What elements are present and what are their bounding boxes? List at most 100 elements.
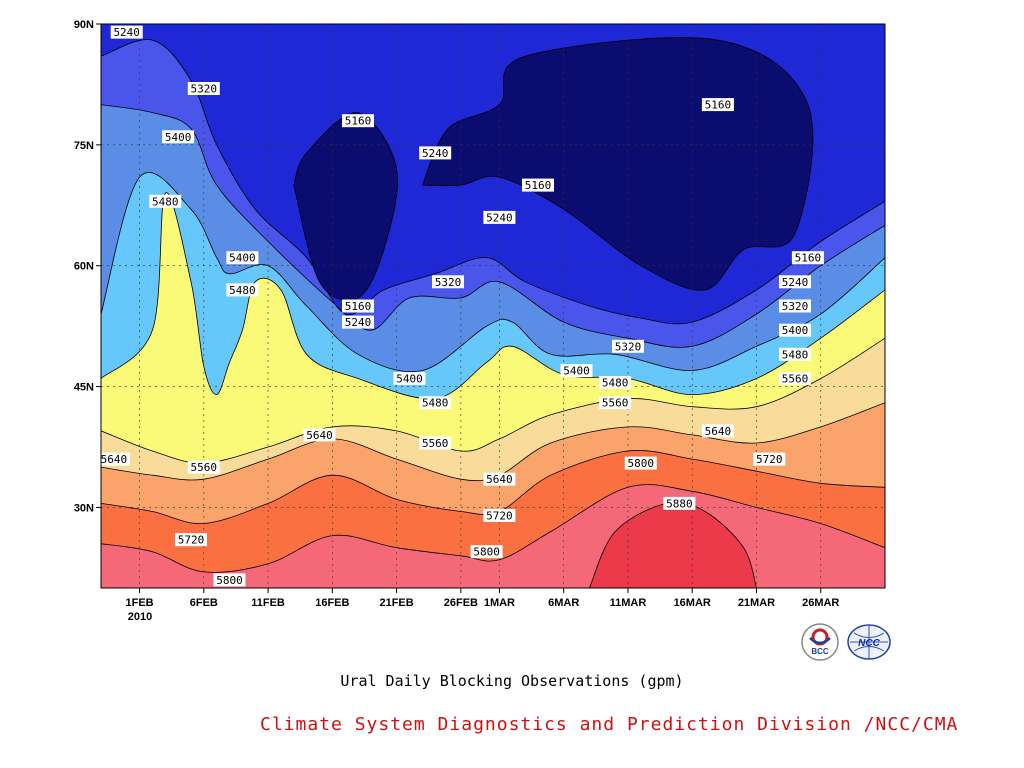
chart-title: Ural Daily Blocking Observations (gpm) (340, 672, 684, 690)
contour-label-1: 5320 (187, 82, 220, 96)
contour-label-6: 5160 (342, 114, 374, 128)
contour-label-box (560, 364, 593, 377)
contour-label-2: 5400 (162, 130, 195, 144)
contour-label-text: 5480 (782, 348, 809, 361)
contour-label-text: 5240 (113, 26, 140, 39)
contour-label-box (226, 283, 259, 297)
contour-label-text: 5560 (191, 461, 218, 474)
contour-label-text: 5320 (782, 300, 809, 313)
contour-label-text: 5160 (705, 99, 732, 112)
contour-label-box (483, 472, 516, 486)
contour-label-19: 5560 (779, 372, 811, 386)
contour-label-box (342, 299, 374, 313)
contour-label-box (342, 114, 374, 128)
x-tick-label-0: 1FEB (125, 597, 153, 609)
contour-label-20: 5320 (612, 339, 644, 353)
ncc-logo-text: NCC (858, 638, 880, 649)
contour-label-text: 5800 (473, 546, 500, 559)
contour-label-box (791, 251, 824, 265)
y-tick-label-0: 30N (74, 502, 94, 514)
x-tick-label-6: 1MAR (484, 597, 515, 609)
contour-label-18: 5480 (779, 347, 811, 361)
contour-label-box (701, 424, 734, 438)
contour-label-text: 5320 (191, 83, 218, 96)
x-tick-label-7: 6MAR (548, 597, 579, 609)
x-tick-label-9: 16MAR (674, 597, 711, 609)
contour-label-15: 5240 (779, 275, 811, 289)
contour-label-text: 5320 (435, 276, 462, 289)
contour-label-text: 5640 (486, 473, 513, 486)
contour-label-9: 5240 (342, 315, 374, 329)
x-tick-label-4: 21FEB (379, 597, 413, 609)
contour-label-box (483, 509, 516, 522)
contour-label-box (599, 376, 632, 389)
contour-labels: 5240 5320 5400 5480 5400 5480 5160 5240 5160 5240… (97, 25, 824, 587)
contour-line-5400 (101, 172, 885, 372)
contour-label-text: 5400 (396, 373, 423, 386)
contour-label-box (701, 98, 734, 112)
contour-label-box (110, 25, 143, 39)
contour-label-text: 5400 (165, 131, 192, 144)
contour-label-text: 5800 (216, 574, 243, 587)
x-tick-label-8: 11MAR (610, 597, 647, 609)
ncc-logo: NCC (846, 622, 892, 662)
contour-label-box (213, 573, 246, 587)
x-tick-label-2: 11FEB (251, 597, 285, 609)
contour-label-text: 5640 (101, 453, 128, 466)
contour-label-31: 5640 (701, 424, 734, 438)
contour-label-text: 5240 (345, 316, 372, 329)
contour-label-box (303, 428, 336, 442)
plot-frame (100, 23, 886, 589)
contour-label-box (663, 496, 696, 510)
bcc-logo: BCC (800, 622, 840, 662)
contour-bands (101, 24, 885, 588)
contour-label-text: 5800 (628, 457, 655, 470)
contour-label-box (779, 372, 811, 385)
contour-label-33: 5800 (624, 456, 657, 470)
contour-label-36: 5560 (187, 460, 220, 474)
contour-label-box (779, 347, 811, 361)
contour-label-25: 5480 (419, 396, 452, 410)
contour-label-box (419, 146, 452, 160)
x-tick-label-11: 26MAR (802, 597, 839, 609)
contour-label-7: 5240 (419, 146, 452, 160)
x-year-label: 2010 (128, 611, 152, 623)
contour-label-box (779, 323, 811, 337)
contour-label-38: 5800 (213, 573, 246, 587)
contour-label-27: 5640 (303, 428, 336, 442)
contour-label-box (432, 275, 464, 289)
contour-label-box (779, 275, 811, 289)
contour-label-12: 5160 (522, 178, 554, 192)
contour-label-box (779, 299, 811, 313)
contour-label-text: 5160 (345, 115, 372, 128)
contour-label-23: 5560 (599, 396, 632, 410)
contour-label-text: 5160 (345, 300, 372, 313)
contour-label-4: 5400 (226, 251, 259, 265)
contour-line-5320 (101, 104, 885, 348)
contour-label-3: 5480 (149, 194, 182, 208)
contour-label-box (162, 130, 195, 144)
contour-label-32: 5720 (753, 452, 786, 466)
contour-label-26: 5560 (419, 436, 452, 450)
x-tick-label-5: 26FEB (444, 597, 478, 609)
contour-label-28: 5640 (483, 472, 516, 486)
contour-label-box (187, 460, 220, 474)
contour-label-5: 5480 (226, 283, 259, 297)
x-axis: 1FEB 6FEB 11FEB 16FEB 21FEB 26FEB 1MAR 6MAR 11MA… (125, 588, 839, 609)
contour-label-10: 5320 (432, 275, 464, 289)
contour-label-13: 5160 (701, 98, 734, 112)
contour-label-24: 5400 (393, 372, 426, 386)
contour-label-box (97, 452, 130, 466)
contour-label-text: 5720 (486, 510, 513, 523)
contour-label-box (187, 82, 220, 95)
contour-label-text: 5720 (756, 453, 783, 466)
contour-label-text: 5560 (782, 373, 809, 386)
contour-label-text: 5560 (602, 397, 629, 410)
contour-label-box (470, 545, 503, 559)
contour-label-text: 5320 (615, 340, 642, 353)
contour-label-text: 5240 (422, 147, 449, 160)
contour-label-text: 5400 (782, 324, 809, 337)
contour-label-text: 5880 (666, 497, 693, 510)
contour-line-5480 (101, 192, 885, 400)
contour-label-17: 5400 (779, 323, 811, 337)
